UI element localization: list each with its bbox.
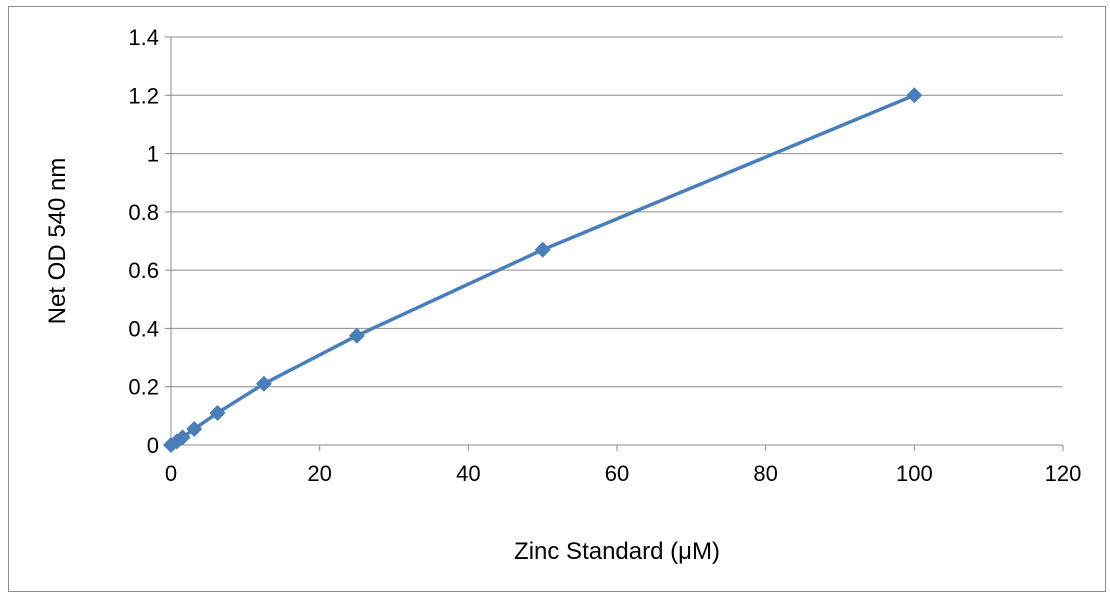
data-point <box>209 404 226 421</box>
x-tick-label: 20 <box>307 461 331 486</box>
y-tick-label: 1 <box>147 142 159 167</box>
chart-frame: 0 0.2 0.4 0.6 0.8 1 1.2 1.4 0 20 40 60 80 100 120 Zin… <box>8 6 1106 592</box>
y-tick-label: 1.2 <box>128 83 159 108</box>
axes <box>170 37 1063 446</box>
y-axis-title: Net OD 540 nm <box>44 158 71 325</box>
line-chart: 0 0.2 0.4 0.6 0.8 1 1.2 1.4 0 20 40 60 80 100 120 Zin… <box>44 25 1081 565</box>
series <box>163 87 923 453</box>
x-tick-label: 120 <box>1045 461 1082 486</box>
data-point <box>255 375 272 392</box>
y-tick-label: 1.4 <box>128 25 159 50</box>
x-tick-label: 80 <box>753 461 777 486</box>
x-tick-label: 40 <box>456 461 480 486</box>
x-tick-label: 100 <box>896 461 933 486</box>
y-tick-label: 0.6 <box>128 258 159 283</box>
x-axis-title: Zinc Standard (μM) <box>514 538 720 565</box>
data-point <box>186 420 203 437</box>
y-tick-label: 0 <box>147 433 159 458</box>
data-point <box>348 327 365 344</box>
y-axis-ticks: 0 0.2 0.4 0.6 0.8 1 1.2 1.4 <box>128 25 171 458</box>
gridlines <box>171 36 1063 388</box>
x-axis-ticks: 0 20 40 60 80 100 120 <box>165 445 1081 486</box>
y-tick-label: 0.4 <box>128 316 159 341</box>
y-tick-label: 0.2 <box>128 375 159 400</box>
data-point <box>906 87 923 104</box>
data-point <box>174 429 191 446</box>
x-tick-label: 0 <box>165 461 177 486</box>
x-tick-label: 60 <box>605 461 629 486</box>
y-tick-label: 0.8 <box>128 200 159 225</box>
data-point <box>534 241 551 258</box>
